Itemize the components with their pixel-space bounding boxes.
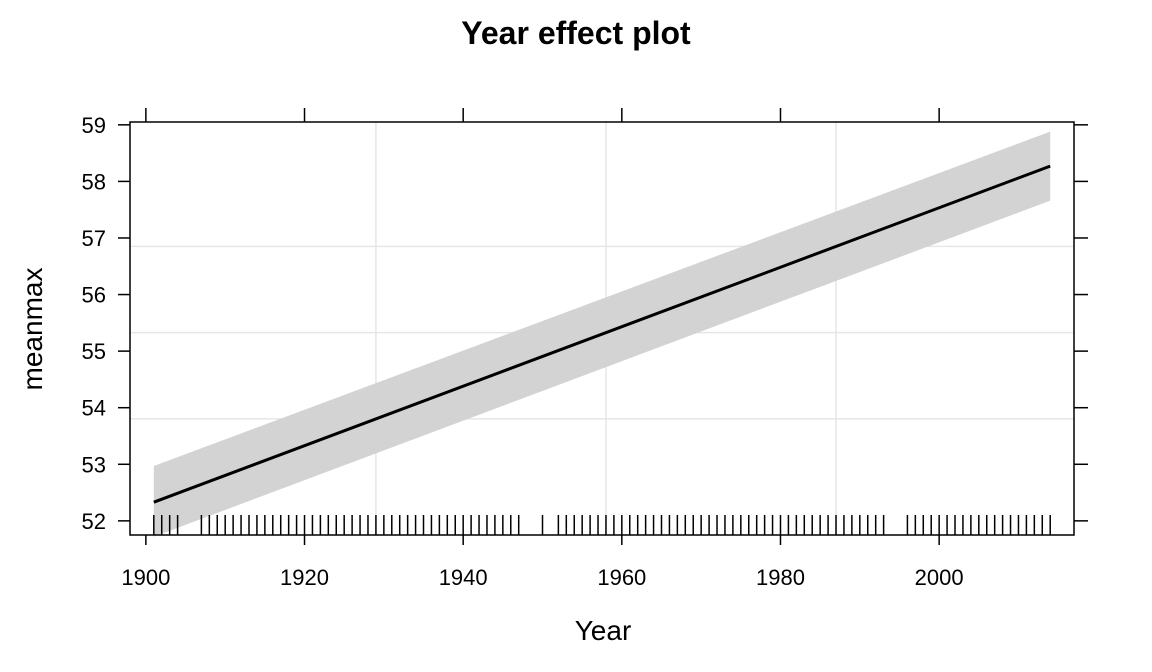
y-axis-label: meanmax <box>17 268 48 391</box>
x-tick-label: 1920 <box>280 565 329 590</box>
x-tick-label: 1960 <box>597 565 646 590</box>
plot-frame <box>129 121 1075 536</box>
y-axis: 52 53 54 55 56 57 58 59 <box>82 113 1088 534</box>
x-axis: 1900 1920 1940 1960 1980 2000 <box>121 108 964 590</box>
chart-title: Year effect plot <box>461 15 691 51</box>
x-axis-label: Year <box>575 615 632 646</box>
y-tick-label: 56 <box>82 283 106 308</box>
fit-line-group <box>153 164 1051 504</box>
y-tick-label: 53 <box>82 452 106 477</box>
x-tick-label: 1900 <box>121 565 170 590</box>
y-tick-label: 54 <box>82 396 106 421</box>
y-tick-label: 52 <box>82 509 106 534</box>
x-tick-label: 2000 <box>915 565 964 590</box>
y-tick-label: 59 <box>82 113 106 138</box>
y-tick-label: 55 <box>82 339 106 364</box>
rug-marks <box>153 515 1051 535</box>
fit-line <box>153 164 1051 504</box>
x-tick-label: 1980 <box>756 565 805 590</box>
y-tick-label: 58 <box>82 169 106 194</box>
y-tick-label: 57 <box>82 226 106 251</box>
x-tick-label: 1940 <box>439 565 488 590</box>
